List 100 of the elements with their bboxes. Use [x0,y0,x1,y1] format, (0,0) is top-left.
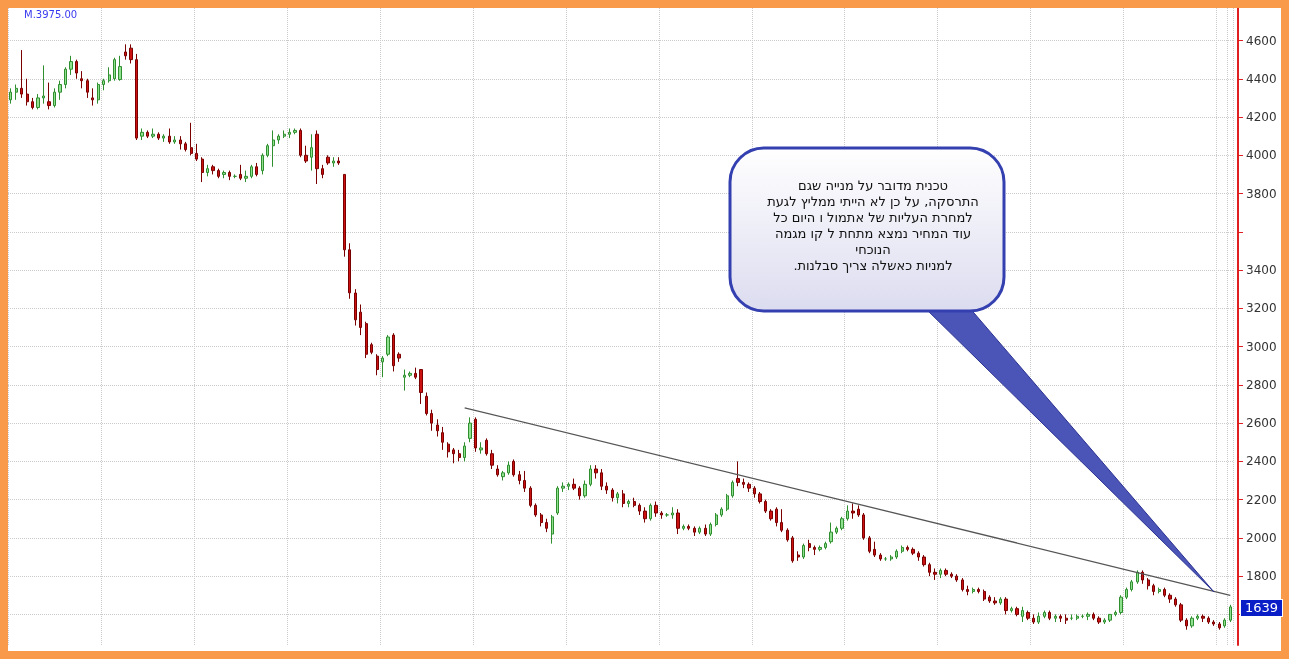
candlestick [977,587,980,594]
candlestick [720,506,723,518]
candlestick [9,87,12,105]
candlestick [829,522,833,545]
candlestick [747,481,751,493]
candlestick [512,458,515,478]
candlestick [917,550,920,562]
candlestick [742,478,745,489]
candlestick [447,441,450,459]
candlestick [403,369,406,392]
candlestick [726,493,729,512]
candlestick [835,525,838,535]
candlestick [283,129,286,139]
candlestick [376,353,379,376]
candlestick [698,525,701,535]
candlestick [611,487,614,503]
candlestick [129,43,133,64]
candlestick [479,441,483,455]
candlestick [890,554,893,562]
candlestick [42,64,45,105]
candlestick [715,512,718,527]
candlestick [15,84,18,101]
candlestick [578,485,581,501]
candlestick [873,541,876,558]
candlestick [75,59,78,80]
candlestick [780,508,783,533]
candlestick [901,545,904,554]
candlestick [939,567,942,579]
candlestick [392,332,395,372]
candlestick [824,541,827,550]
candlestick [124,43,127,61]
candlestick [775,506,778,527]
candlestick [944,567,948,577]
candlestick [414,367,417,380]
candlestick [419,369,423,405]
candlestick [786,527,789,543]
candlestick [1125,587,1128,600]
candlestick [589,464,592,487]
candlestick [999,596,1002,606]
candlestick [36,93,40,110]
candlestick [1108,613,1112,623]
candlestick [523,470,526,493]
candlestick [1152,583,1155,596]
candlestick [425,392,428,416]
candlestick [255,162,258,177]
candlestick [1207,615,1210,625]
candlestick [993,596,997,606]
candlestick [529,485,532,508]
candlestick [359,304,362,336]
candlestick [496,464,499,478]
candlestick [791,535,794,564]
candlestick [561,481,565,493]
candlestick [293,128,297,135]
candlestick [381,355,384,378]
candlestick [1136,569,1139,585]
candlestick [1158,587,1161,594]
candlestick [58,80,62,101]
candlestick [911,546,915,556]
candlestick [441,426,444,451]
candlestick [1043,610,1046,619]
candlestick [140,128,144,141]
y-tick-label: 2000 [1246,530,1277,545]
candlestick [1147,577,1150,591]
candlestick [1097,615,1101,625]
candlestick [162,133,165,143]
candlestick [80,70,83,89]
candlestick [1026,610,1030,621]
candlestick [365,321,368,359]
candlestick [643,506,647,524]
candlestick [983,589,986,602]
y-tick-label: 3800 [1246,186,1277,201]
candlestick [337,156,340,166]
candlestick [988,594,991,604]
candlestick [343,173,346,258]
candlestick [1076,613,1079,621]
candlestick [26,78,29,107]
candlestick [862,512,865,541]
y-tick-label: 2400 [1246,454,1277,469]
candlestick [157,131,160,141]
candlestick [736,460,740,487]
candlestick [1065,613,1068,625]
candlestick [731,479,734,499]
candlestick [1179,602,1183,623]
candlestick [239,164,242,181]
candlestick [490,449,494,470]
candlestick [53,87,56,108]
candlestick [1092,611,1095,621]
candlestick [458,449,461,462]
candlestick [266,143,269,158]
y-tick-label: 4200 [1246,110,1277,125]
candlestick [184,141,187,152]
candlestick [354,288,357,327]
candlestick [463,441,466,462]
text: 1639 [1240,598,1284,617]
candlestick [485,437,488,457]
candlestick [1032,613,1035,625]
candlestick [452,447,455,464]
candlestick [1037,611,1040,625]
candlestick [397,351,401,363]
candlestick [594,464,598,480]
